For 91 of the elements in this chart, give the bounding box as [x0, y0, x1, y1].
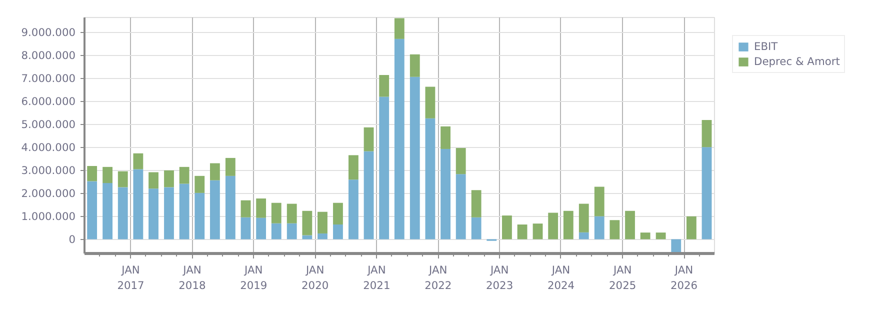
bar — [194, 176, 205, 193]
bar — [87, 166, 98, 182]
y-tick-label: 7.000.000 — [21, 72, 76, 86]
bar — [194, 192, 205, 240]
bar — [364, 151, 374, 240]
bar — [164, 187, 174, 240]
bar — [425, 86, 436, 118]
bar — [610, 220, 620, 240]
bar — [118, 187, 128, 240]
y-tick-label: 6.000.000 — [21, 95, 76, 108]
bar — [87, 181, 98, 240]
bar — [210, 163, 220, 180]
bar — [133, 169, 144, 240]
bar — [118, 171, 128, 188]
bar — [148, 172, 158, 189]
bar — [256, 198, 266, 218]
bar — [440, 148, 450, 240]
y-tick-label: 4.000.000 — [21, 141, 76, 154]
bar — [102, 183, 113, 240]
x-tick-label: JAN 2023 — [486, 264, 514, 292]
bar — [625, 210, 635, 240]
y-tick-label: 8.000.000 — [21, 49, 76, 62]
bar — [148, 188, 158, 240]
bar — [671, 239, 682, 254]
bar — [225, 158, 236, 176]
x-tick-label: JAN 2026 — [670, 264, 698, 292]
x-tick-label: JAN 2019 — [240, 264, 268, 292]
bar — [364, 127, 374, 152]
bar — [686, 216, 696, 240]
bar — [164, 170, 174, 188]
bar — [502, 216, 512, 240]
bar — [548, 212, 558, 240]
x-tick-label: JAN 2022 — [424, 264, 452, 292]
y-tick-label: 3.000.000 — [21, 164, 76, 178]
bar — [517, 224, 528, 240]
x-tick-label: JAN 2025 — [609, 264, 636, 292]
bar — [702, 147, 712, 240]
bar — [333, 224, 343, 240]
bar — [394, 18, 404, 39]
bar — [256, 218, 266, 240]
x-tick-label: JAN 2018 — [178, 264, 206, 292]
bar — [102, 166, 113, 184]
bar — [271, 223, 282, 240]
bar — [225, 176, 236, 240]
bar — [594, 216, 604, 240]
bar — [286, 204, 297, 224]
bar — [302, 235, 312, 240]
y-tick-label: 5.000.000 — [21, 118, 76, 132]
bar — [240, 217, 251, 240]
bar — [348, 180, 358, 240]
bar — [456, 174, 466, 240]
bar — [410, 76, 420, 240]
y-tick-label: 2.000.000 — [21, 187, 76, 200]
bar — [394, 38, 404, 240]
y-tick-label: 1.000.000 — [21, 210, 76, 224]
bar — [210, 180, 220, 240]
bar — [271, 202, 282, 224]
x-tick-label: JAN 2024 — [547, 264, 575, 292]
bar — [302, 210, 312, 236]
bar — [532, 224, 543, 240]
bar — [594, 186, 604, 216]
bar — [286, 223, 297, 240]
bar — [656, 232, 666, 240]
bar — [179, 166, 190, 184]
bar — [240, 200, 251, 218]
x-tick-label: JAN 2021 — [363, 264, 390, 292]
bar — [425, 118, 436, 240]
bar — [318, 233, 328, 240]
bar — [440, 126, 450, 149]
bar — [702, 120, 712, 148]
bar — [578, 232, 589, 240]
bar — [578, 204, 589, 232]
bar — [379, 96, 390, 240]
bar — [410, 54, 420, 77]
bar — [563, 210, 574, 240]
legend-label: Deprec & Amort — [754, 55, 840, 68]
x-tick-label: JAN 2020 — [302, 264, 329, 292]
bar — [471, 217, 482, 240]
y-tick-label: 9.000.000 — [21, 26, 76, 40]
bar — [348, 155, 358, 180]
bar — [456, 148, 466, 174]
bar — [179, 184, 190, 240]
bar — [333, 202, 343, 224]
bar — [318, 212, 328, 234]
y-tick-label: 0 — [68, 233, 76, 246]
bar — [379, 75, 390, 97]
bar — [640, 232, 650, 240]
legend-label: EBIT — [754, 40, 778, 53]
x-tick-label: JAN 2017 — [117, 264, 144, 292]
bar — [471, 190, 482, 218]
bar — [133, 153, 144, 170]
